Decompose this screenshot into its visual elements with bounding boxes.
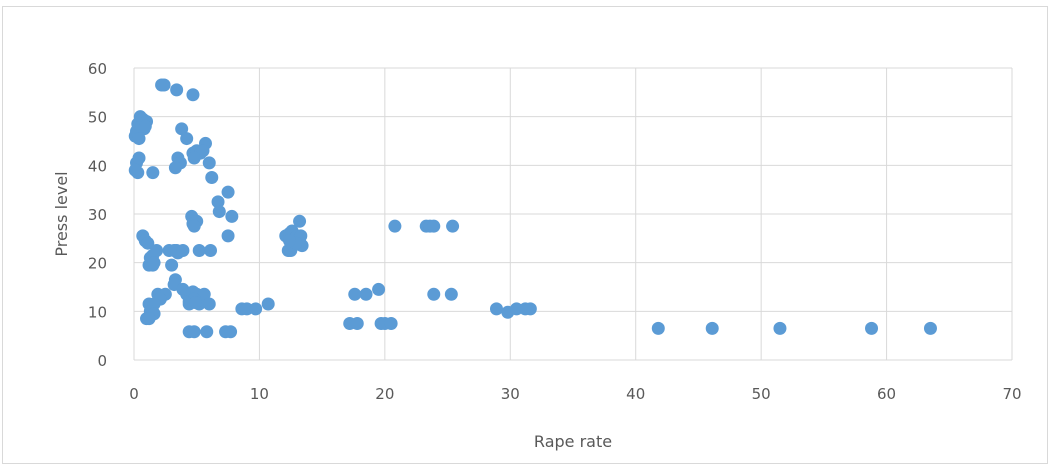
data-point [147,256,161,270]
data-point [142,312,156,326]
chart-area [2,6,1048,464]
x-axis-title: Rape rate [534,432,612,451]
data-point [187,219,201,233]
y-tick-label: 30 [88,206,107,224]
x-tick-label: 60 [877,385,896,403]
x-tick-label: 50 [752,385,771,403]
data-point [200,325,214,339]
x-tick-label: 40 [626,385,645,403]
data-point [132,132,146,146]
data-point [211,195,225,209]
data-point [249,302,263,316]
data-point [359,287,373,301]
data-point [157,78,171,92]
data-point [446,219,460,233]
y-tick-label: 50 [88,109,107,127]
x-tick-label: 10 [250,385,269,403]
data-point [202,297,216,311]
data-point [865,321,879,335]
y-tick-label: 0 [97,352,107,370]
y-tick-label: 10 [88,303,107,321]
data-point [221,185,235,199]
data-point [128,163,142,177]
data-point [180,132,194,146]
data-point [138,119,152,133]
data-points [128,78,937,339]
data-point [293,214,307,228]
data-point [186,88,200,102]
gridlines [133,67,1013,361]
data-point [523,302,537,316]
data-point [132,151,146,165]
data-point [489,302,503,316]
data-point [141,236,155,250]
data-point [283,234,297,248]
data-point [225,209,239,223]
data-point [705,321,719,335]
data-point [175,122,189,136]
data-point [197,287,211,301]
x-tick-label: 20 [375,385,394,403]
data-point [348,287,362,301]
data-point [773,321,787,335]
y-tick-label: 40 [88,157,107,175]
data-point [187,325,201,339]
data-point [923,321,937,335]
data-point [196,144,210,158]
data-point [388,219,402,233]
data-point [165,258,179,272]
y-tick-label: 60 [88,60,107,78]
data-point [146,166,160,180]
y-tick-label: 20 [88,255,107,273]
data-point [221,229,235,243]
data-point [176,244,190,257]
data-point [427,219,441,233]
data-point [188,296,202,310]
x-tick-label: 30 [501,385,520,403]
y-axis-title: Press level [52,171,71,256]
x-axis: 0 10 20 30 40 50 60 70 [129,385,1021,403]
data-point [202,156,216,170]
x-tick-label: 0 [129,385,139,403]
data-point [261,297,275,311]
data-point [212,205,226,219]
data-point [205,171,219,184]
y-axis: 0 10 20 30 40 50 60 [88,60,107,370]
data-point [170,83,184,97]
data-point [192,244,206,257]
data-point [187,151,201,165]
data-point [427,287,441,301]
data-point [224,325,238,339]
x-tick-label: 70 [1002,385,1021,403]
data-point [444,287,458,301]
data-point [204,244,218,257]
data-point [168,161,182,175]
data-point [651,321,665,335]
data-point [350,317,364,330]
data-point [372,282,386,296]
data-point [150,244,164,257]
data-point [384,317,398,330]
